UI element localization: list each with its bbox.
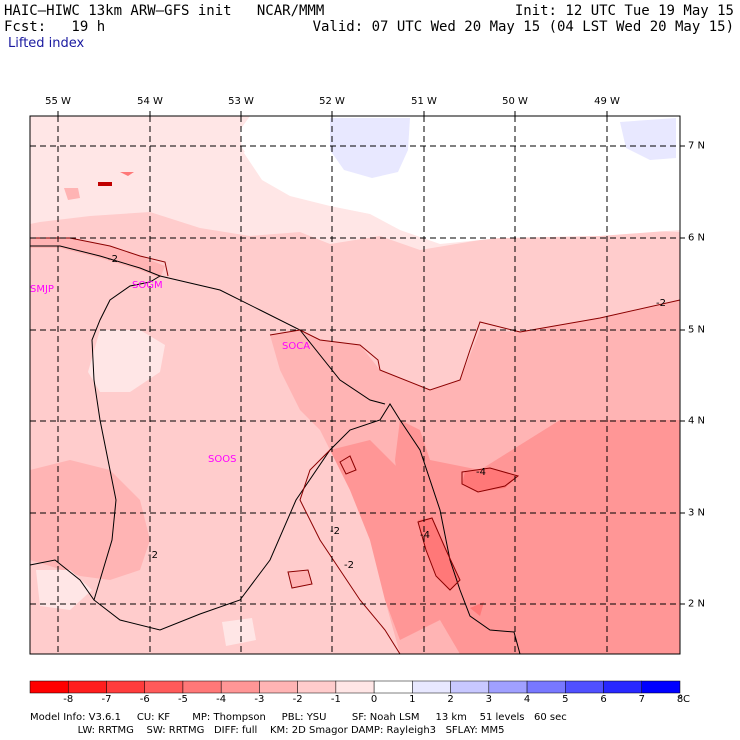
lon-label: 52 W [319,96,345,107]
inland-patch-3 [36,570,92,610]
colorbar-tick-label: -7 [101,694,112,705]
near-zero-patch [130,132,245,162]
model-info-line2: LW: RRTMG SW: RRTMG DIFF: full KM: 2D Sm… [30,725,505,736]
lat-label: 4 N [688,415,706,427]
colorbar-tick-label: -8 [63,694,74,705]
contour-label: -4 [476,467,486,478]
colorbar-tick-label: -5 [177,694,188,705]
colorbar-tick-label: 6 [600,694,607,705]
colorbar-swatch [182,680,222,694]
strong-zone-2 [330,440,440,640]
contour-label: -2 [148,550,158,561]
colorbar-tick-label: 4 [523,694,531,705]
model-title: HAIC–HIWC 13km ARW–GFS init NCAR/MMM [4,3,325,19]
lat-label: 6 N [688,232,706,244]
map-frame [29,115,681,655]
colorbar-swatch [488,680,528,694]
lat-ticks [680,145,685,605]
lon-ticks [57,111,608,116]
colorbar-swatch [450,680,490,694]
contour-label: -2 [330,526,340,537]
contour-label: -2 [344,560,354,571]
inland-patch-1 [88,330,165,392]
contour-label: -2 [656,298,666,309]
colorbar-swatch [335,680,375,694]
lon-label: 55 W [45,96,71,107]
cell-2 [418,518,460,590]
lat-label: 2 N [688,598,706,610]
colorbar-swatch [297,680,337,694]
colorbar-swatch [373,680,413,694]
colorbar-tick-label: -6 [139,694,150,705]
station-soca: SOCA [282,341,310,352]
colorbar-swatch [412,680,451,694]
colorbar-tick-label: 1 [409,694,416,705]
forecast-hour: Fcst: 19 h [4,19,106,35]
field-name: Lifted index [8,36,85,51]
contour-label: -4 [420,530,430,541]
colorbar-swatch [603,680,643,694]
station-sogm: SOGM [132,280,163,291]
colorbar-swatch [526,680,566,694]
colorbar-tick-label: -3 [254,694,265,705]
feature-north-3 [64,188,80,200]
lon-label: 54 W [137,96,163,107]
colorbar-tick-label: 8 [676,694,684,705]
lon-label: 53 W [228,96,254,107]
colorbar-tick-label: 0 [370,694,378,705]
graticule [30,116,680,654]
lat-label: 5 N [688,324,706,336]
stable-zone-2 [620,118,676,160]
colorbar-swatch [67,680,107,694]
colorbar-tick-label: 5 [562,694,569,705]
valid-time: Valid: 07 UTC Wed 20 May 15 (04 LST Wed … [312,19,734,35]
colorbar [29,680,681,694]
colorbar-swatch [29,680,69,694]
colorbar-tick-label: 7 [638,694,645,705]
colorbar-tick-label: -4 [216,694,227,705]
colorbar-tick-label: -2 [292,694,303,705]
colorbar-tick-label: 2 [447,694,454,705]
inland-patch-2 [222,618,256,646]
lon-label: 51 W [411,96,437,107]
colorbar-swatch [220,680,260,694]
cell-3 [470,602,484,616]
contour-label: -2 [108,254,118,265]
feature-north-2 [120,172,134,176]
colorbar-unit: °C [678,694,690,705]
colorbar-swatch [641,680,681,694]
colorbar-tick-label: 3 [485,694,492,705]
station-smjp: SMJP [30,284,54,295]
inland-patch-4 [288,570,312,588]
colorbar-tick-label: -1 [330,694,341,705]
lon-label: 49 W [594,96,620,107]
stable-zone-1 [330,118,410,178]
station-soos: SOOS [208,454,236,465]
colorbar-swatch [144,680,184,694]
coastal-zone-west [30,238,165,278]
init-time: Init: 12 UTC Tue 19 May 15 [514,3,734,19]
lat-label: 3 N [688,507,706,519]
southwest-zone [30,460,150,580]
model-info-line1: Model Info: V3.6.1 CU: KF MP: Thompson P… [30,712,567,723]
feature-north-1 [98,182,112,186]
colorbar-swatch [565,680,604,694]
lon-label: 50 W [502,96,528,107]
colorbar-swatch [259,680,298,694]
lat-label: 7 N [688,140,706,152]
colorbar-swatch [106,680,145,694]
